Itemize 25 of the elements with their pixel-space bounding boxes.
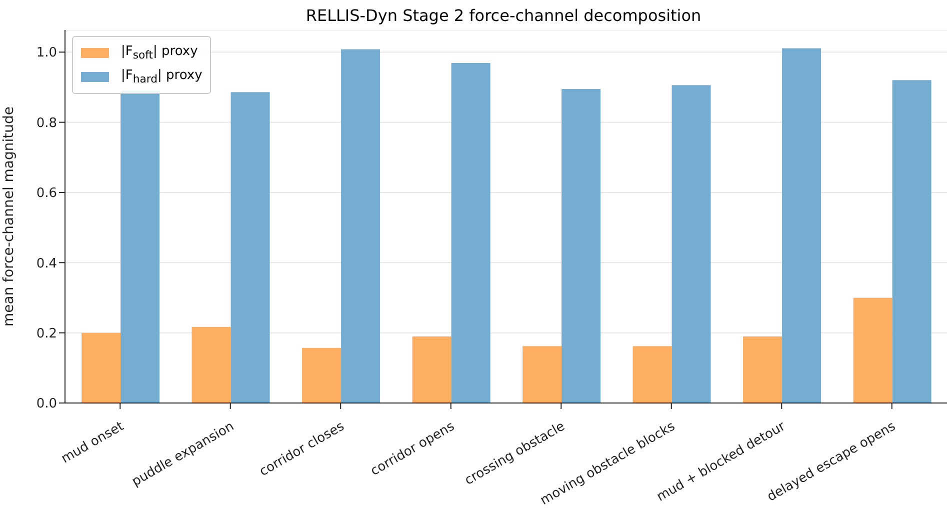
bar [672,85,711,403]
y-tick-label: 1.0 [36,46,57,61]
legend-label: |F$_{hard}$| proxy [121,68,202,86]
bar [782,48,822,403]
bar [562,88,601,403]
y-tick-label: 0.4 [36,256,57,272]
bar [192,326,231,403]
y-axis-title: mean force-channel magnitude [0,106,17,327]
bar [892,80,932,403]
bar [82,332,121,403]
bar [853,298,892,403]
y-tick-label: 0.6 [36,186,57,202]
bar [632,346,672,403]
legend-label: |F$_{soft}$| proxy [121,44,198,62]
bar [743,336,782,403]
bar [412,336,452,403]
bar [522,346,562,403]
y-tick-label: 0.8 [36,116,57,131]
bar [451,62,490,403]
bar [230,92,270,403]
y-tick-label: 0.2 [36,326,57,342]
bar [341,49,380,403]
y-tick-label: 0.0 [36,396,57,412]
chart-title: RELLIS-Dyn Stage 2 force-channel decomposition [304,5,702,27]
bar [302,348,342,403]
